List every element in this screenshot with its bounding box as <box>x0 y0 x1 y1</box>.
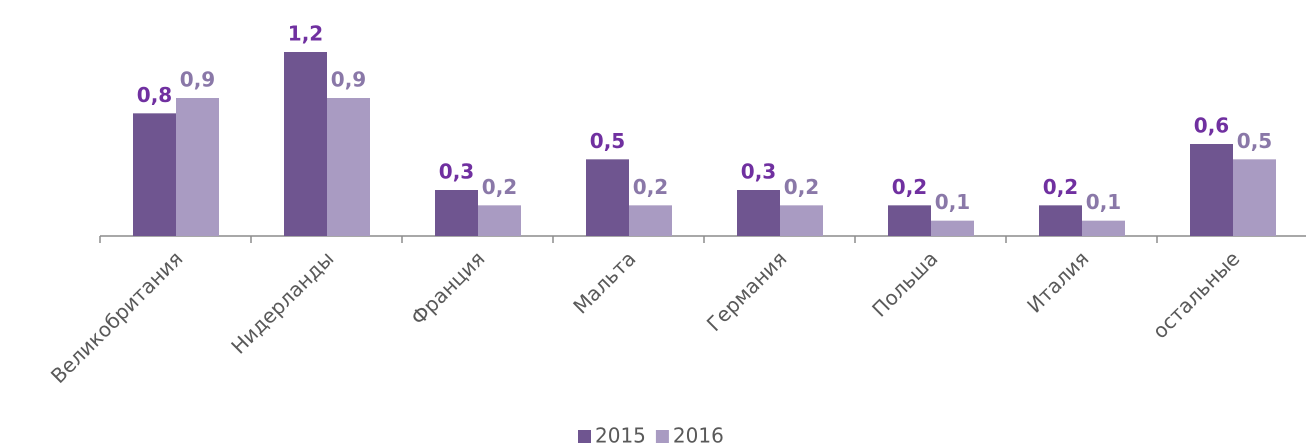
x-tick-label: Мальта <box>568 246 640 318</box>
x-tick-label: остальные <box>1148 246 1245 343</box>
bar <box>629 205 672 236</box>
value-label: 0,5 <box>1237 129 1272 153</box>
bar <box>586 159 629 236</box>
x-tick-label: Великобритания <box>46 246 188 388</box>
x-tick-label: Италия <box>1022 246 1093 317</box>
value-label: 0,2 <box>482 175 517 199</box>
bar <box>327 98 370 236</box>
bar <box>1039 205 1082 236</box>
x-tick-label: Франция <box>406 246 489 329</box>
legend-swatch <box>578 430 591 443</box>
bar <box>176 98 219 236</box>
x-tick-label: Германия <box>702 246 792 336</box>
bar <box>931 220 974 236</box>
value-label: 0,2 <box>784 175 819 199</box>
value-label: 1,2 <box>288 22 323 46</box>
bar <box>780 205 823 236</box>
value-label: 0,9 <box>180 68 215 92</box>
value-label: 0,2 <box>892 175 927 199</box>
value-label: 0,9 <box>331 68 366 92</box>
bar <box>478 205 521 236</box>
legend-swatch <box>655 430 669 443</box>
value-label: 0,2 <box>1043 175 1078 199</box>
value-label: 0,3 <box>741 160 776 184</box>
bar <box>1082 220 1125 236</box>
value-label: 0,6 <box>1194 114 1229 138</box>
bar <box>1233 159 1276 236</box>
bar <box>737 190 780 236</box>
bar <box>1190 144 1233 236</box>
value-label: 0,2 <box>633 175 668 199</box>
value-label: 0,1 <box>935 190 970 214</box>
value-label: 0,3 <box>439 160 474 184</box>
bar <box>888 205 931 236</box>
x-tick-label: Нидерланды <box>226 246 338 358</box>
value-label: 0,1 <box>1086 190 1121 214</box>
bar <box>284 52 327 236</box>
bar <box>133 113 176 236</box>
value-label: 0,8 <box>137 83 172 107</box>
value-label: 0,5 <box>590 129 625 153</box>
bar <box>435 190 478 236</box>
legend-label: 2016 <box>673 424 724 447</box>
legend-label: 2015 <box>595 424 646 447</box>
x-tick-label: Польша <box>867 246 942 321</box>
